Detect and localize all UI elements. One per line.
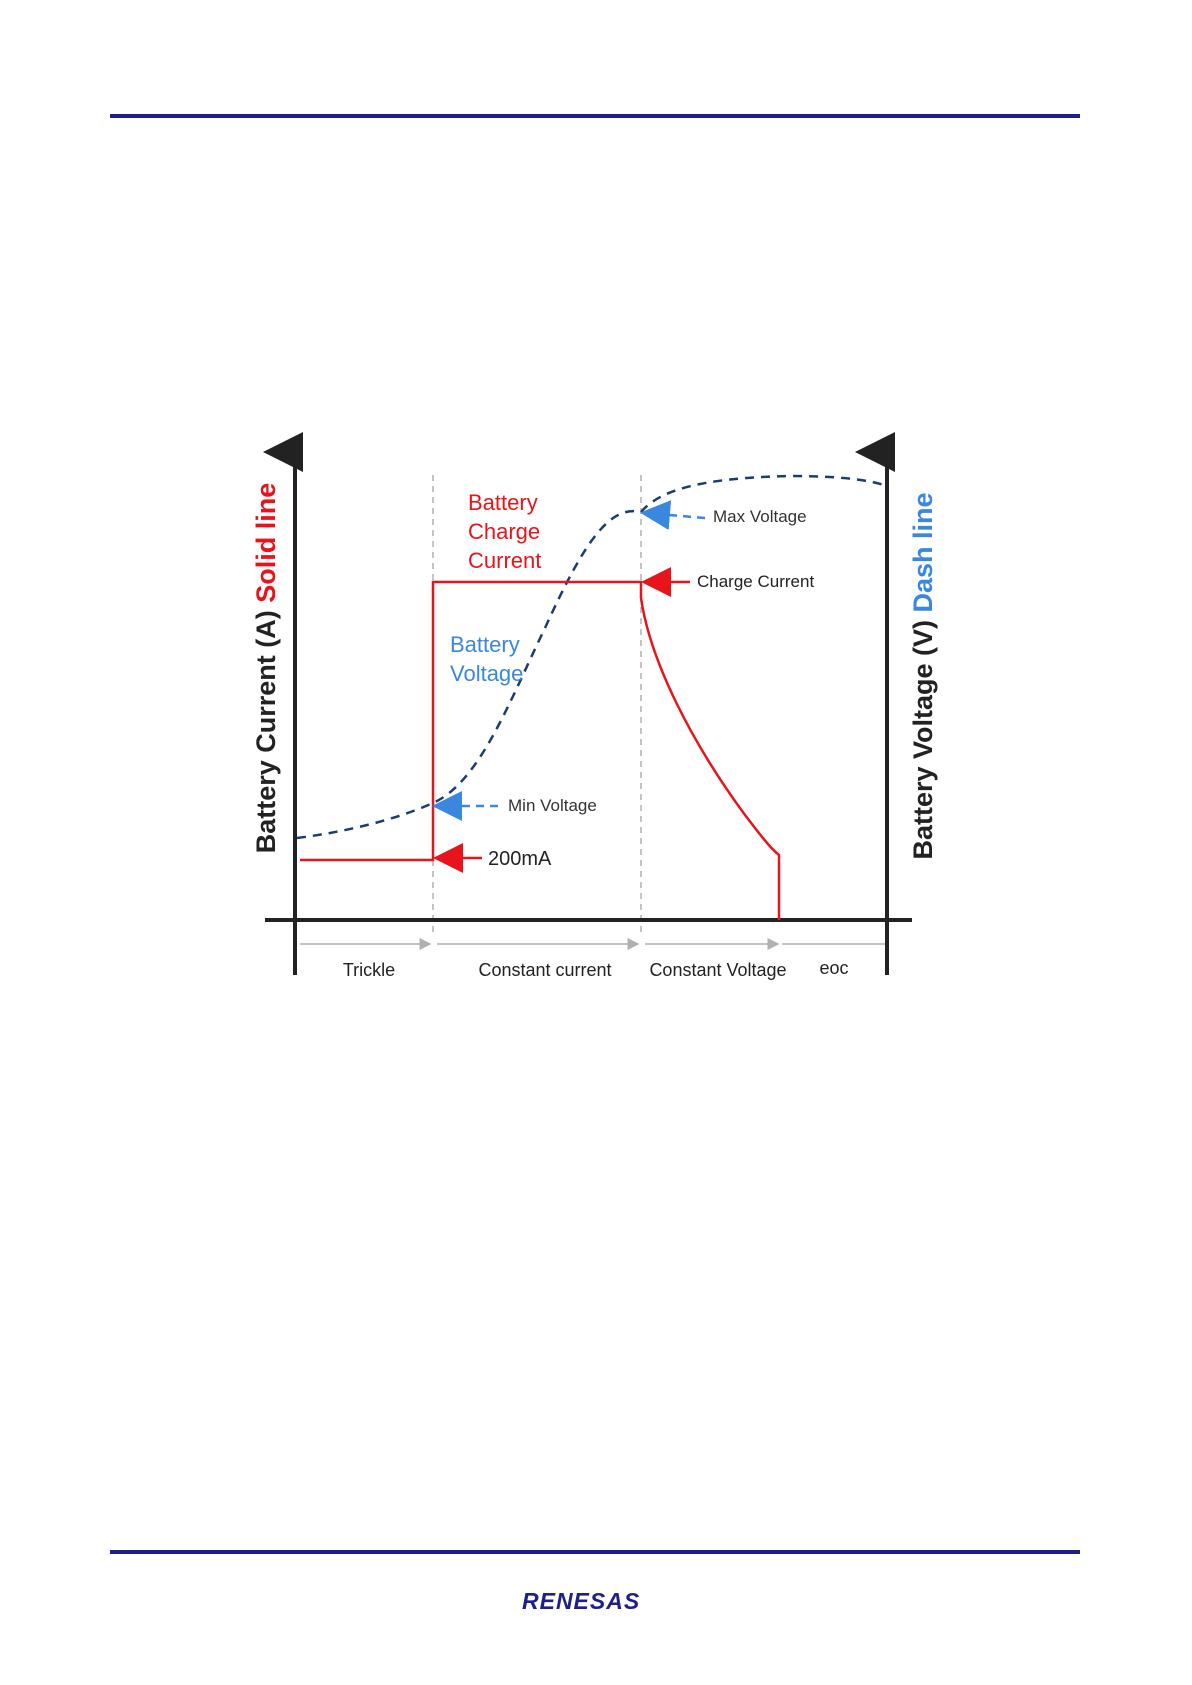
phase-label-constant-voltage: Constant Voltage xyxy=(649,960,786,980)
right-axis-label-accent: Dash line xyxy=(908,492,938,612)
phase-label-trickle: Trickle xyxy=(343,960,395,980)
renesas-logo: RENESAS xyxy=(522,1588,640,1614)
min-voltage-label: Min Voltage xyxy=(508,796,597,815)
left-axis-label: Battery Current (A) Solid line xyxy=(251,483,281,854)
logo-text: RENESAS xyxy=(522,1588,640,1614)
battery-voltage-curve xyxy=(296,474,888,840)
right-axis-label: Battery Voltage (V) Dash line xyxy=(908,492,938,859)
max-voltage-arrow xyxy=(640,500,706,531)
battery-charge-current-label: Battery Charge Current xyxy=(468,490,546,573)
charge-current-label: Charge Current xyxy=(697,572,814,591)
right-axis-label-main: Battery Voltage (V) xyxy=(908,612,938,859)
left-axis-label-accent: Solid line xyxy=(251,483,281,603)
phase-label-constant-current: Constant current xyxy=(478,960,611,980)
axes xyxy=(263,432,912,975)
phase-labels: Trickle Constant current Constant Voltag… xyxy=(343,958,849,980)
footer-rule xyxy=(110,1550,1080,1554)
trickle-current-label: 200mA xyxy=(488,848,552,870)
header-rule xyxy=(110,114,1080,118)
phase-label-eoc: eoc xyxy=(819,958,848,978)
max-voltage-label: Max Voltage xyxy=(713,507,807,526)
battery-current-curve xyxy=(300,580,781,920)
battery-voltage-label: Battery Voltage xyxy=(450,632,526,686)
left-axis-label-main: Battery Current (A) xyxy=(251,603,281,854)
